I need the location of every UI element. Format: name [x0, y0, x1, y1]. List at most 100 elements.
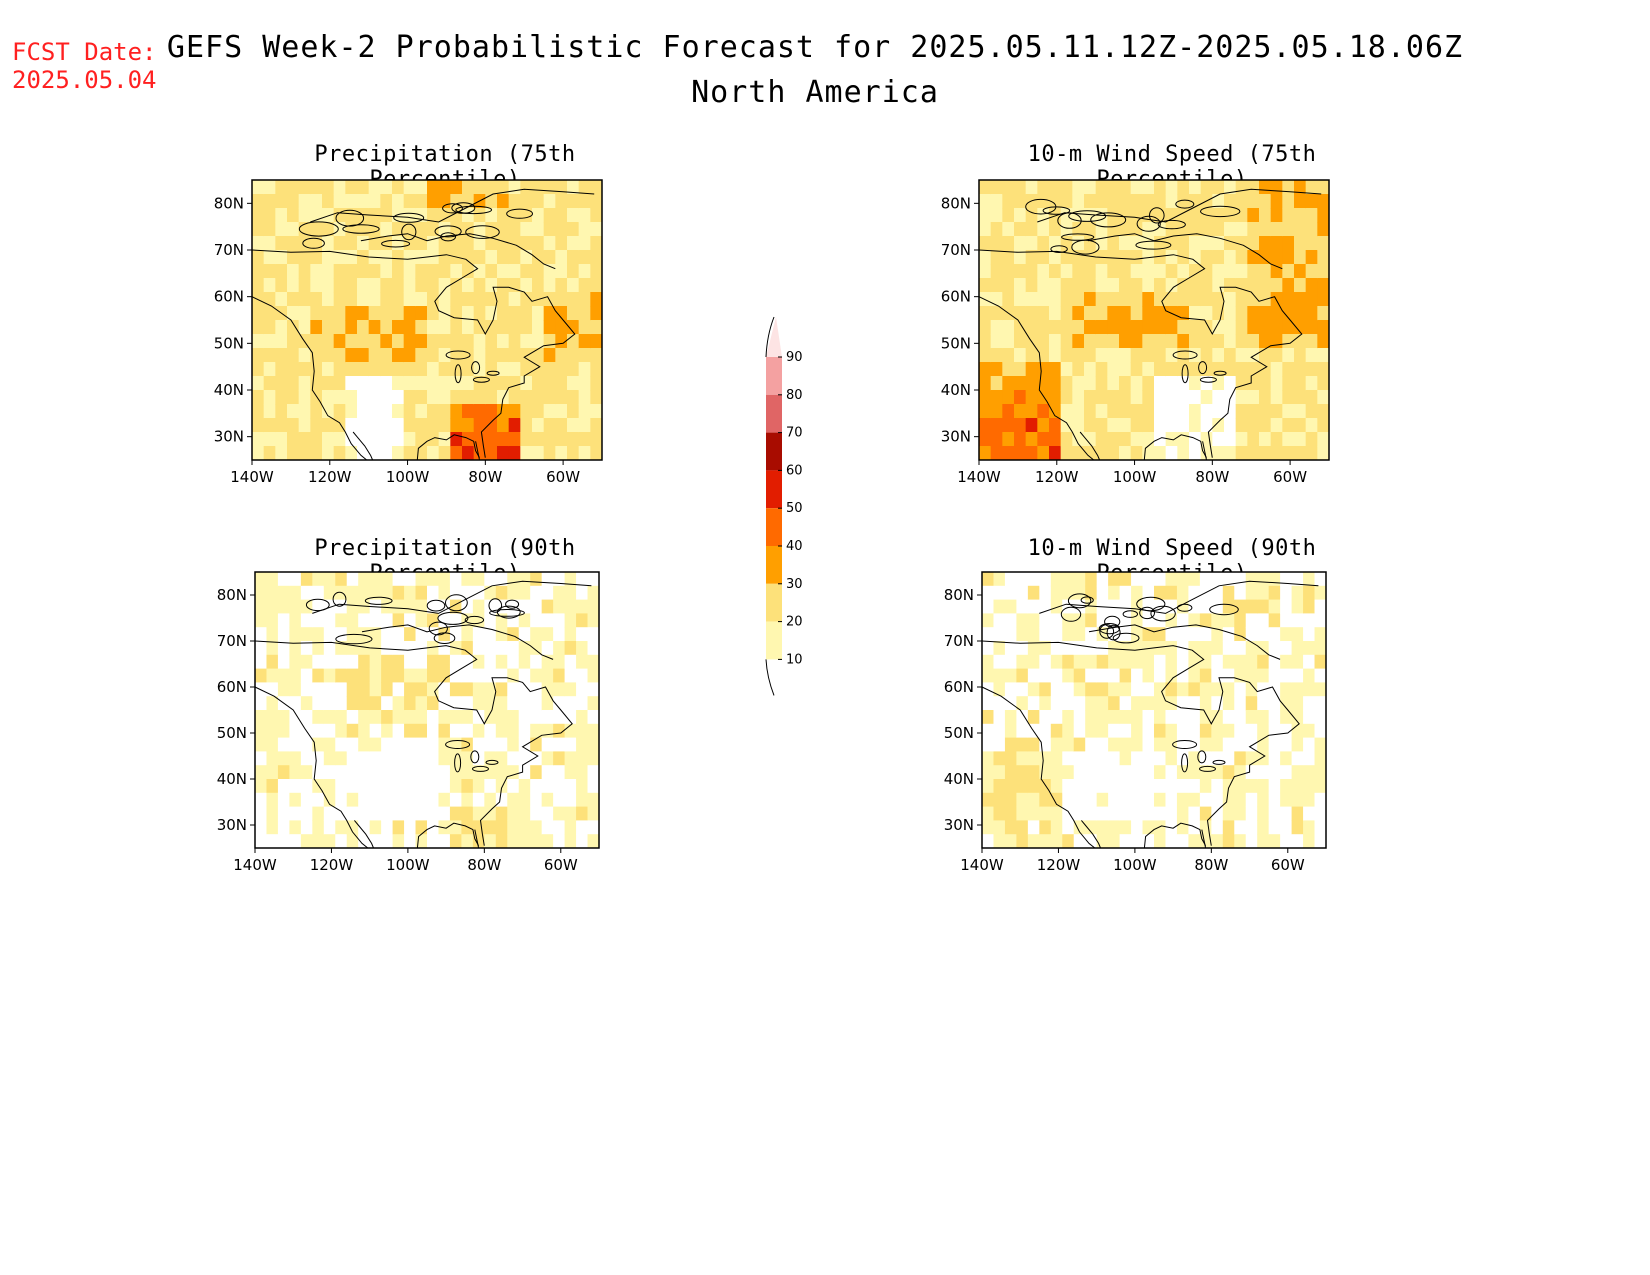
shading-cell — [472, 820, 485, 835]
shading-cell — [1154, 348, 1167, 363]
shading-cell — [1303, 641, 1316, 656]
shading-cell — [497, 362, 510, 377]
shading-cell — [1025, 278, 1038, 293]
shading-cell — [1317, 250, 1330, 265]
shading-cell — [310, 418, 323, 433]
shading-cell — [1049, 446, 1062, 461]
shading-cell — [507, 572, 520, 587]
shading-cell — [415, 599, 428, 614]
shading-cell — [532, 180, 545, 195]
shading-cell — [1062, 696, 1075, 711]
colorbar-label: 70 — [786, 426, 803, 441]
shading-cell — [252, 390, 265, 405]
colorbar-bottom-edge — [765, 659, 775, 696]
shading-cell — [508, 264, 521, 279]
shading-cell — [541, 792, 554, 808]
shading-cell — [567, 264, 580, 279]
shading-cell — [403, 180, 416, 195]
shading-cell — [462, 418, 475, 433]
shading-cell — [252, 362, 265, 377]
shading-cell — [1037, 418, 1050, 433]
shading-cell — [1317, 404, 1330, 419]
shading-cell — [300, 792, 313, 808]
shading-cell — [990, 194, 1003, 209]
shading-cell — [1282, 362, 1295, 377]
shading-cell — [1188, 737, 1201, 752]
shading-cell — [1199, 613, 1212, 628]
shading-cell — [333, 376, 346, 391]
shading-cell — [1235, 348, 1248, 363]
shading-cell — [1025, 362, 1038, 377]
shading-cell — [1142, 376, 1155, 391]
shading-cell — [1200, 320, 1213, 335]
shading-cell — [1188, 779, 1201, 794]
lon-tick-label: 80W — [1194, 856, 1228, 874]
shading-cell — [1247, 194, 1260, 209]
shading-cell — [1027, 820, 1040, 835]
shading-cell — [404, 585, 417, 601]
shading-cell — [1189, 180, 1202, 195]
shading-cell — [1084, 264, 1097, 279]
shading-cell — [1142, 585, 1155, 601]
shading-cell — [392, 292, 405, 307]
shading-cell — [1014, 292, 1027, 307]
shading-cell — [1014, 194, 1027, 209]
shading-cell — [553, 682, 566, 697]
shading-cell — [507, 613, 520, 628]
lon-tick-label: 120W — [308, 468, 352, 486]
shading-cell — [590, 418, 603, 433]
lat-tick-label: 50N — [214, 334, 244, 352]
shading-cell — [1154, 737, 1166, 752]
shading-cell — [518, 585, 531, 601]
shading-cell — [289, 710, 302, 725]
shading-cell — [1108, 696, 1121, 711]
shading-cell — [576, 751, 589, 766]
colorbar-swatch — [766, 583, 782, 622]
shading-cell — [993, 654, 1006, 670]
shading-cell — [508, 432, 521, 447]
shading-cell — [312, 834, 325, 849]
shading-cell — [473, 306, 486, 321]
shading-cell — [508, 418, 521, 433]
shading-cell — [427, 806, 439, 821]
shading-cell — [993, 792, 1006, 808]
shading-cell — [335, 723, 348, 739]
shading-cell — [1294, 404, 1307, 419]
shading-cell — [555, 264, 568, 279]
shading-cell — [518, 723, 531, 739]
shading-cell — [1259, 446, 1272, 461]
shading-cell — [990, 222, 1003, 237]
shading-cell — [1235, 306, 1248, 321]
shading-cell — [1303, 820, 1316, 835]
shading-cell — [1014, 208, 1027, 223]
shading-cell — [1224, 362, 1237, 377]
shading-cell — [287, 418, 300, 433]
shading-cell — [403, 208, 416, 223]
shading-cell — [587, 834, 600, 849]
shading-cell — [1027, 696, 1040, 711]
shading-cell — [567, 292, 580, 307]
shading-cell — [275, 194, 288, 209]
island-outline — [1177, 603, 1193, 612]
shading-cell — [473, 418, 486, 433]
shading-cell — [993, 751, 1006, 766]
shading-cell — [553, 779, 566, 794]
shading-cell — [438, 250, 451, 265]
shading-cell — [380, 404, 393, 419]
shading-cell — [1303, 723, 1316, 739]
shading-cell — [1222, 627, 1235, 642]
shading-cell — [275, 264, 288, 279]
shading-cell — [323, 572, 336, 587]
shading-cell — [555, 446, 568, 461]
shading-cell — [1199, 599, 1212, 614]
shading-cell — [1039, 806, 1052, 821]
shading-cell — [473, 320, 486, 335]
shading-cell — [1060, 390, 1073, 405]
shading-cell — [252, 418, 265, 433]
shading-cell — [1025, 404, 1038, 419]
shading-cell — [427, 627, 439, 642]
coastlines — [981, 580, 1319, 849]
shading-cell — [982, 806, 994, 821]
shading-cell — [1234, 710, 1247, 725]
